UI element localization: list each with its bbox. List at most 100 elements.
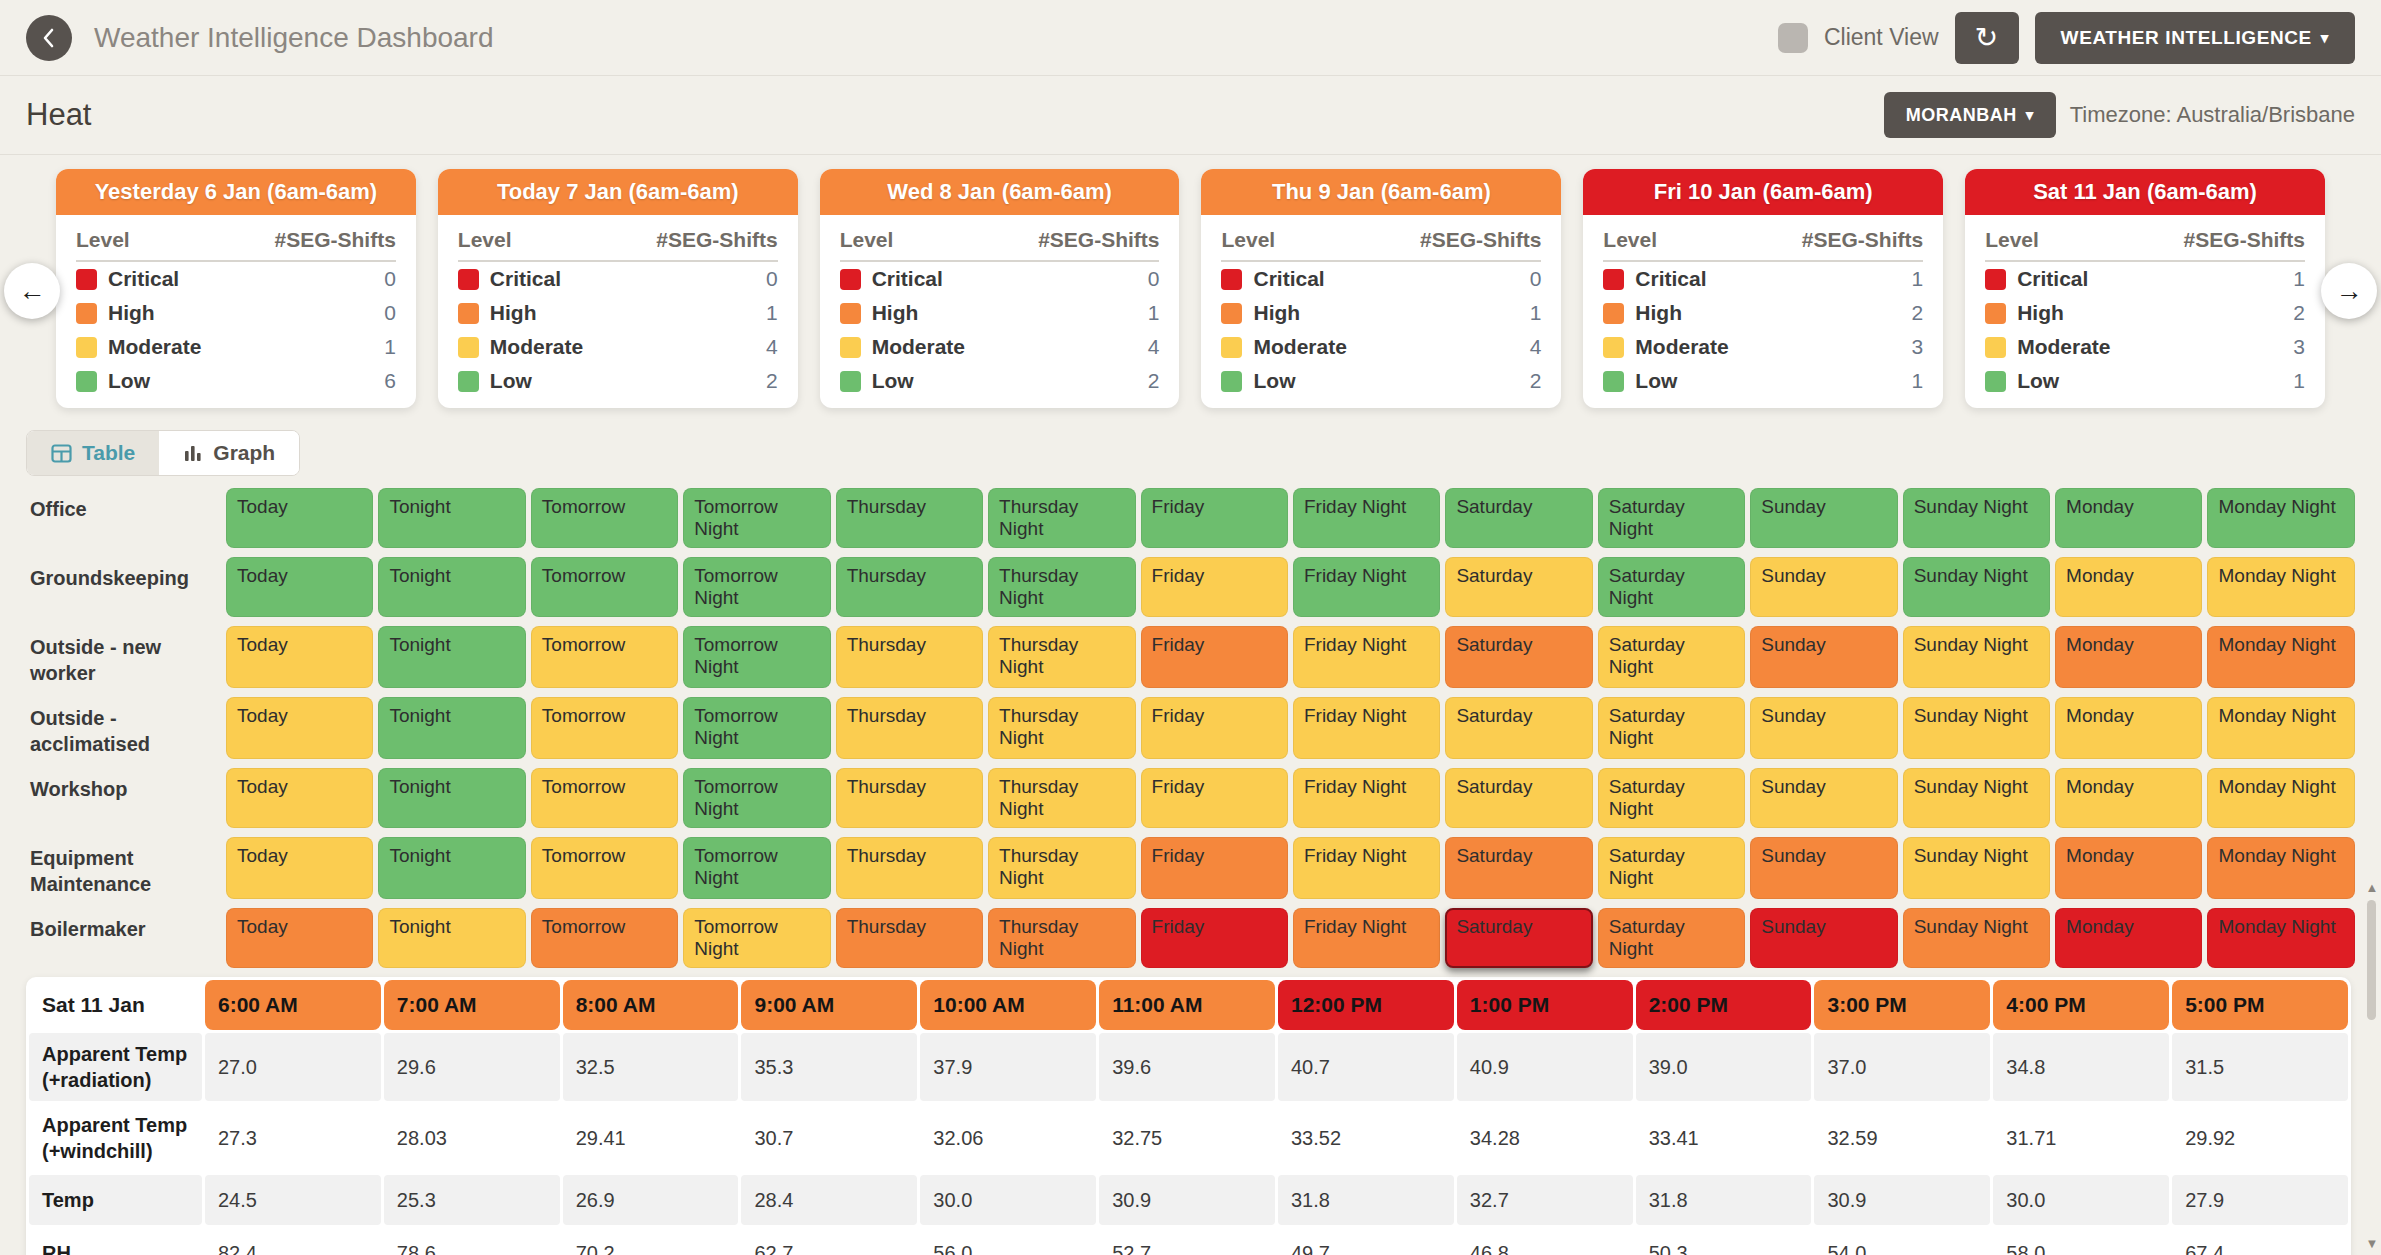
forecast-chip[interactable]: Friday Night bbox=[1293, 697, 1440, 759]
forecast-chip[interactable]: Monday bbox=[2055, 908, 2202, 968]
forecast-chip[interactable]: Saturday Night bbox=[1598, 697, 1745, 759]
forecast-chip[interactable]: Thursday bbox=[836, 908, 983, 968]
forecast-chip[interactable]: Thursday Night bbox=[988, 557, 1135, 617]
forecast-chip[interactable]: Sunday bbox=[1750, 837, 1897, 899]
forecast-chip[interactable]: Today bbox=[226, 488, 373, 548]
forecast-chip[interactable]: Tonight bbox=[378, 908, 525, 968]
forecast-chip[interactable]: Friday Night bbox=[1293, 908, 1440, 968]
forecast-chip[interactable]: Monday bbox=[2055, 488, 2202, 548]
forecast-chip[interactable]: Sunday bbox=[1750, 488, 1897, 548]
back-button[interactable] bbox=[26, 15, 72, 61]
forecast-chip[interactable]: Thursday bbox=[836, 768, 983, 828]
forecast-chip[interactable]: Monday bbox=[2055, 768, 2202, 828]
forecast-chip[interactable]: Tomorrow bbox=[531, 697, 678, 759]
forecast-chip[interactable]: Today bbox=[226, 908, 373, 968]
forecast-chip[interactable]: Friday bbox=[1141, 837, 1288, 899]
forecast-chip[interactable]: Friday bbox=[1141, 768, 1288, 828]
forecast-chip[interactable]: Saturday bbox=[1445, 557, 1592, 617]
forecast-chip[interactable]: Tonight bbox=[378, 488, 525, 548]
forecast-chip[interactable]: Tomorrow Night bbox=[683, 626, 830, 688]
forecast-chip[interactable]: Saturday Night bbox=[1598, 768, 1745, 828]
forecast-chip[interactable]: Friday Night bbox=[1293, 626, 1440, 688]
forecast-chip[interactable]: Today bbox=[226, 626, 373, 688]
scroll-up-icon[interactable]: ▲ bbox=[2364, 880, 2380, 895]
carousel-prev-button[interactable]: ← bbox=[4, 263, 60, 319]
forecast-chip[interactable]: Thursday Night bbox=[988, 626, 1135, 688]
forecast-chip[interactable]: Thursday bbox=[836, 488, 983, 548]
forecast-chip[interactable]: Tomorrow bbox=[531, 488, 678, 548]
forecast-chip[interactable]: Saturday Night bbox=[1598, 626, 1745, 688]
forecast-chip[interactable]: Saturday bbox=[1445, 626, 1592, 688]
forecast-chip[interactable]: Tomorrow Night bbox=[683, 908, 830, 968]
forecast-chip[interactable]: Sunday Night bbox=[1903, 837, 2050, 899]
forecast-chip[interactable]: Tomorrow Night bbox=[683, 488, 830, 548]
forecast-chip[interactable]: Today bbox=[226, 557, 373, 617]
forecast-chip[interactable]: Tomorrow Night bbox=[683, 837, 830, 899]
forecast-chip[interactable]: Sunday bbox=[1750, 768, 1897, 828]
forecast-chip[interactable]: Monday bbox=[2055, 557, 2202, 617]
scrollbar-thumb[interactable] bbox=[2367, 900, 2376, 1020]
forecast-chip[interactable]: Saturday Night bbox=[1598, 837, 1745, 899]
forecast-chip[interactable]: Friday Night bbox=[1293, 837, 1440, 899]
vertical-scrollbar[interactable]: ▲ ▼ bbox=[2364, 880, 2380, 1253]
location-menu-button[interactable]: MORANBAH ▾ bbox=[1884, 92, 2056, 138]
forecast-chip[interactable]: Tonight bbox=[378, 837, 525, 899]
forecast-chip[interactable]: Monday bbox=[2055, 626, 2202, 688]
forecast-chip[interactable]: Friday bbox=[1141, 488, 1288, 548]
forecast-chip[interactable]: Tomorrow bbox=[531, 557, 678, 617]
forecast-chip[interactable]: Tomorrow Night bbox=[683, 697, 830, 759]
forecast-chip[interactable]: Saturday bbox=[1445, 908, 1592, 968]
forecast-chip[interactable]: Tomorrow Night bbox=[683, 768, 830, 828]
forecast-chip[interactable]: Monday Night bbox=[2207, 768, 2354, 828]
forecast-chip[interactable]: Monday Night bbox=[2207, 837, 2354, 899]
forecast-chip[interactable]: Friday Night bbox=[1293, 557, 1440, 617]
forecast-chip[interactable]: Tomorrow bbox=[531, 768, 678, 828]
forecast-chip[interactable]: Today bbox=[226, 837, 373, 899]
forecast-chip[interactable]: Saturday Night bbox=[1598, 557, 1745, 617]
forecast-chip[interactable]: Monday Night bbox=[2207, 626, 2354, 688]
weather-intelligence-menu-button[interactable]: WEATHER INTELLIGENCE ▾ bbox=[2035, 12, 2355, 64]
forecast-chip[interactable]: Thursday Night bbox=[988, 908, 1135, 968]
forecast-chip[interactable]: Saturday bbox=[1445, 837, 1592, 899]
forecast-chip[interactable]: Friday bbox=[1141, 626, 1288, 688]
refresh-button[interactable]: ↻ bbox=[1955, 12, 2019, 64]
forecast-chip[interactable]: Monday Night bbox=[2207, 488, 2354, 548]
forecast-chip[interactable]: Friday bbox=[1141, 908, 1288, 968]
forecast-chip[interactable]: Sunday Night bbox=[1903, 488, 2050, 548]
forecast-chip[interactable]: Tomorrow bbox=[531, 908, 678, 968]
forecast-chip[interactable]: Thursday bbox=[836, 626, 983, 688]
forecast-chip[interactable]: Friday bbox=[1141, 557, 1288, 617]
forecast-chip[interactable]: Thursday Night bbox=[988, 837, 1135, 899]
forecast-chip[interactable]: Monday Night bbox=[2207, 697, 2354, 759]
forecast-chip[interactable]: Saturday Night bbox=[1598, 908, 1745, 968]
forecast-chip[interactable]: Sunday Night bbox=[1903, 768, 2050, 828]
scroll-down-icon[interactable]: ▼ bbox=[2364, 1236, 2380, 1251]
forecast-chip[interactable]: Sunday bbox=[1750, 557, 1897, 617]
forecast-chip[interactable]: Sunday Night bbox=[1903, 626, 2050, 688]
forecast-chip[interactable]: Friday Night bbox=[1293, 768, 1440, 828]
forecast-chip[interactable]: Thursday Night bbox=[988, 768, 1135, 828]
tab-graph[interactable]: Graph bbox=[159, 431, 299, 475]
forecast-chip[interactable]: Tonight bbox=[378, 557, 525, 617]
forecast-chip[interactable]: Tomorrow bbox=[531, 626, 678, 688]
forecast-chip[interactable]: Tonight bbox=[378, 768, 525, 828]
forecast-chip[interactable]: Thursday Night bbox=[988, 488, 1135, 548]
forecast-chip[interactable]: Thursday bbox=[836, 697, 983, 759]
forecast-chip[interactable]: Monday bbox=[2055, 697, 2202, 759]
forecast-chip[interactable]: Tonight bbox=[378, 697, 525, 759]
forecast-chip[interactable]: Sunday Night bbox=[1903, 908, 2050, 968]
forecast-chip[interactable]: Friday bbox=[1141, 697, 1288, 759]
forecast-chip[interactable]: Today bbox=[226, 768, 373, 828]
forecast-chip[interactable]: Saturday bbox=[1445, 697, 1592, 759]
forecast-chip[interactable]: Friday Night bbox=[1293, 488, 1440, 548]
tab-table[interactable]: Table bbox=[27, 431, 159, 475]
forecast-chip[interactable]: Sunday bbox=[1750, 626, 1897, 688]
forecast-chip[interactable]: Monday Night bbox=[2207, 908, 2354, 968]
forecast-chip[interactable]: Thursday bbox=[836, 557, 983, 617]
forecast-chip[interactable]: Sunday bbox=[1750, 908, 1897, 968]
forecast-chip[interactable]: Tonight bbox=[378, 626, 525, 688]
forecast-chip[interactable]: Thursday bbox=[836, 837, 983, 899]
forecast-chip[interactable]: Saturday bbox=[1445, 768, 1592, 828]
forecast-chip[interactable]: Thursday Night bbox=[988, 697, 1135, 759]
forecast-chip[interactable]: Monday Night bbox=[2207, 557, 2354, 617]
